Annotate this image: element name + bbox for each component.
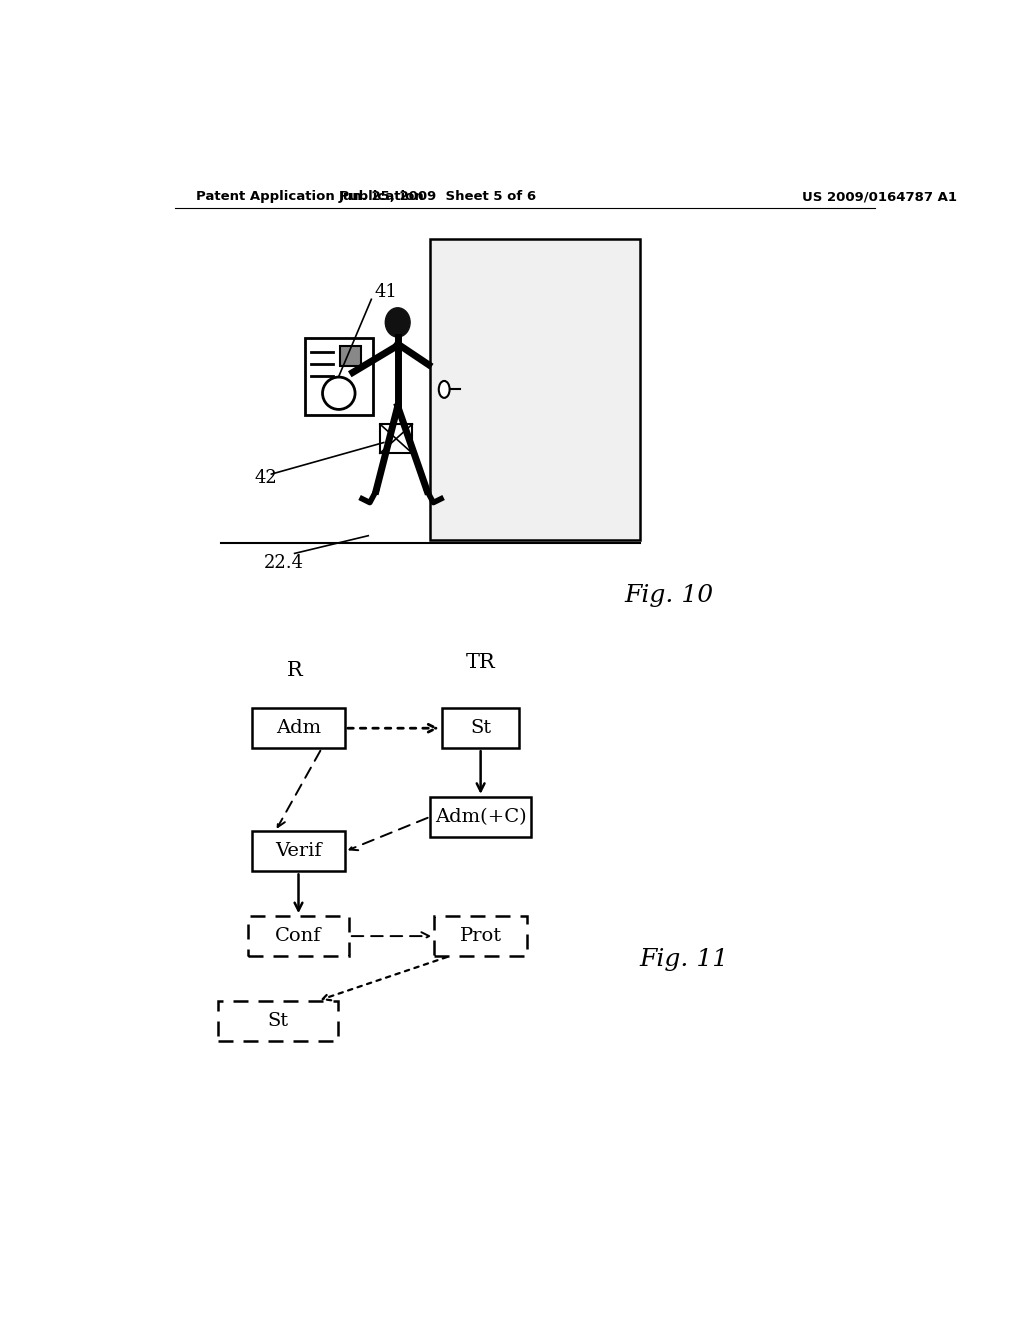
Text: Verif: Verif	[275, 842, 322, 861]
Bar	[217, 1001, 338, 1040]
Text: Fig. 11: Fig. 11	[640, 948, 729, 970]
Text: Jun. 25, 2009  Sheet 5 of 6: Jun. 25, 2009 Sheet 5 of 6	[339, 190, 537, 203]
Text: Adm: Adm	[275, 719, 322, 737]
Text: TR: TR	[466, 653, 496, 672]
Text: Fig. 10: Fig. 10	[624, 585, 713, 607]
Bar	[305, 338, 373, 414]
Bar	[252, 832, 345, 871]
Text: 41: 41	[375, 282, 397, 301]
Text: Adm(+C): Adm(+C)	[435, 808, 526, 826]
Bar	[434, 916, 527, 956]
Text: US 2009/0164787 A1: US 2009/0164787 A1	[802, 190, 957, 203]
Ellipse shape	[385, 308, 410, 337]
Text: Patent Application Publication: Patent Application Publication	[197, 190, 424, 203]
Text: St: St	[267, 1012, 288, 1030]
Bar	[430, 239, 640, 540]
Bar	[248, 916, 349, 956]
Text: St: St	[470, 719, 492, 737]
Text: 22.4: 22.4	[263, 553, 304, 572]
Bar	[430, 797, 531, 837]
Bar	[380, 424, 413, 453]
Bar	[442, 708, 519, 748]
Text: 42: 42	[254, 469, 278, 487]
Bar	[340, 346, 361, 366]
Bar	[252, 708, 345, 748]
Text: Prot: Prot	[460, 927, 502, 945]
Ellipse shape	[438, 381, 450, 397]
Text: Conf: Conf	[275, 927, 322, 945]
Text: R: R	[287, 661, 302, 680]
